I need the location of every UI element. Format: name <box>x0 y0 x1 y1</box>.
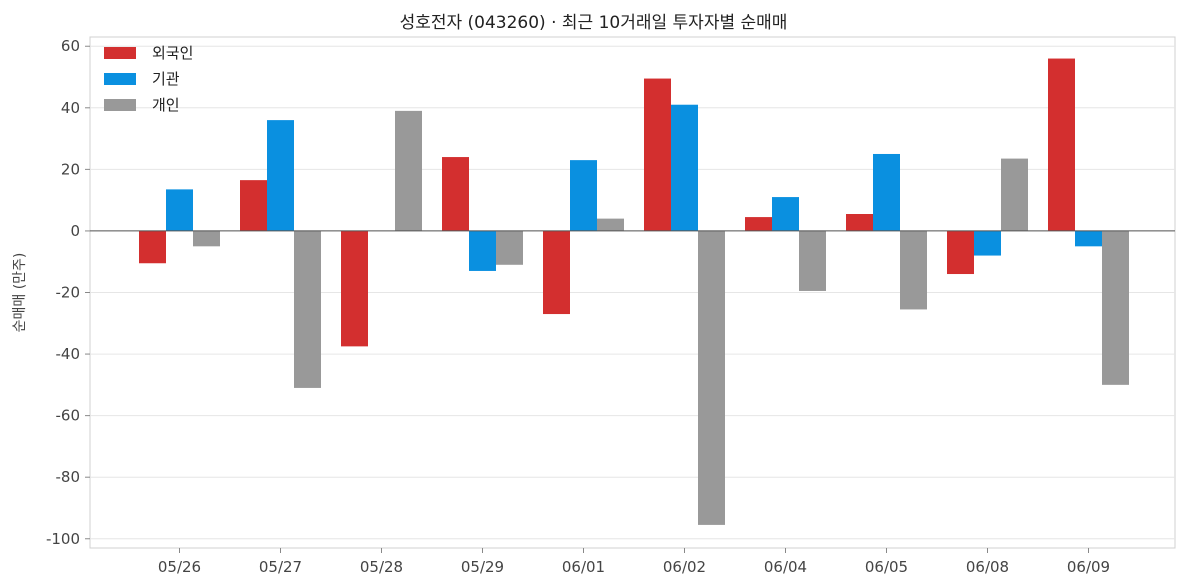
bar-institution <box>671 104 698 231</box>
legend-label: 기관 <box>152 70 180 88</box>
y-tick-label: 40 <box>61 99 80 117</box>
bar-institution <box>469 230 496 271</box>
bar-individual <box>193 230 220 247</box>
y-tick-label: -100 <box>46 530 80 548</box>
bar-individual <box>496 230 523 265</box>
x-tick-label: 06/01 <box>562 558 605 576</box>
x-tick-label: 06/02 <box>663 558 706 576</box>
bar-foreign <box>139 230 166 264</box>
y-axis-label: 순매매 (만주) <box>12 253 28 333</box>
y-tick-label: -40 <box>56 345 81 363</box>
x-tick-label: 05/27 <box>259 558 302 576</box>
legend-swatch <box>104 47 136 59</box>
bar-individual <box>1001 158 1028 231</box>
bar-foreign <box>543 230 570 315</box>
bar-institution <box>166 189 193 231</box>
bar-institution <box>873 153 900 231</box>
y-tick-label: 20 <box>61 160 80 178</box>
x-tick-label: 06/08 <box>966 558 1009 576</box>
bar-foreign <box>442 157 469 231</box>
bar-institution <box>974 230 1001 256</box>
y-tick-label: 60 <box>61 37 80 55</box>
x-tick-label: 06/04 <box>764 558 807 576</box>
bar-foreign <box>846 214 873 231</box>
bar-foreign <box>947 230 974 275</box>
bar-foreign <box>644 78 671 231</box>
x-tick-label: 05/28 <box>360 558 403 576</box>
x-tick-label: 06/05 <box>865 558 908 576</box>
x-tick-label: 05/26 <box>158 558 201 576</box>
y-tick-label: 0 <box>70 222 80 240</box>
legend-label: 외국인 <box>152 44 193 62</box>
bar-institution <box>772 197 799 231</box>
bar-individual <box>698 230 725 525</box>
chart-title: 성호전자 (043260) · 최근 10거래일 투자자별 순매매 <box>399 13 788 33</box>
bar-foreign <box>1048 58 1075 231</box>
x-tick-label: 05/29 <box>461 558 504 576</box>
x-tick-label: 06/09 <box>1067 558 1110 576</box>
bar-individual <box>597 218 624 231</box>
bar-foreign <box>240 180 267 231</box>
bar-individual <box>900 230 927 310</box>
bar-individual <box>395 110 422 231</box>
legend-swatch <box>104 99 136 111</box>
bar-individual <box>1102 230 1129 385</box>
legend-label: 개인 <box>152 96 180 114</box>
bar-individual <box>799 230 826 291</box>
bar-individual <box>294 230 321 388</box>
bar-institution <box>267 120 294 231</box>
bar-foreign <box>341 230 368 347</box>
bar-institution <box>570 160 597 231</box>
y-tick-label: -80 <box>56 468 81 486</box>
legend-swatch <box>104 73 136 85</box>
y-tick-label: -60 <box>56 407 81 425</box>
bar-institution <box>1075 230 1102 247</box>
y-tick-label: -20 <box>56 284 81 302</box>
bar-foreign <box>745 217 772 231</box>
